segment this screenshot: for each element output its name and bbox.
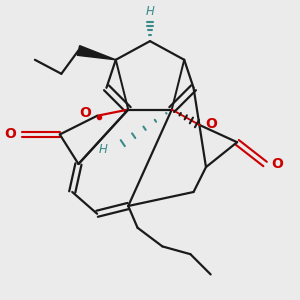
- Text: H: H: [146, 5, 154, 18]
- Polygon shape: [77, 46, 116, 60]
- Text: O: O: [271, 157, 283, 171]
- Text: O: O: [206, 117, 218, 130]
- Text: O: O: [5, 128, 16, 141]
- Text: H: H: [99, 143, 108, 157]
- Text: O: O: [80, 106, 91, 120]
